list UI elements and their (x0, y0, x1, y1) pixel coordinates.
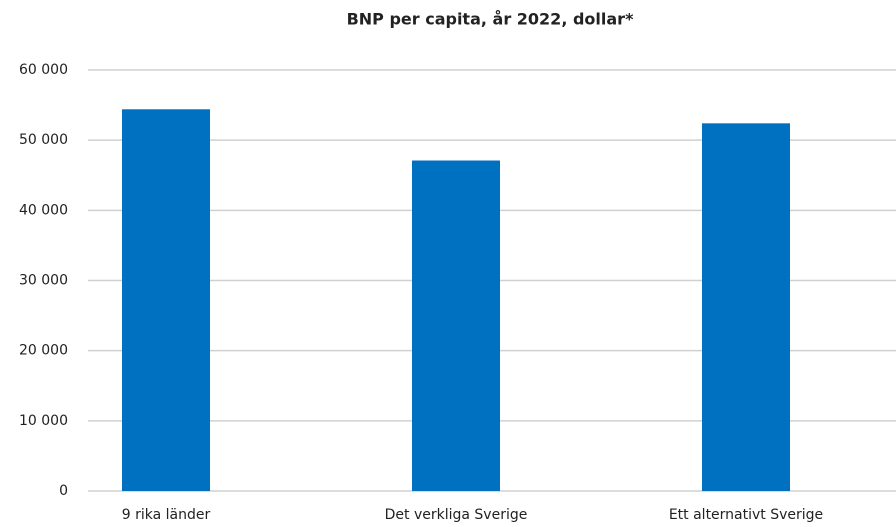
chart-title: BNP per capita, år 2022, dollar* (347, 10, 635, 29)
bar (412, 160, 500, 491)
bar (122, 109, 210, 491)
y-tick-label: 10 000 (19, 413, 68, 429)
x-tick-label: Ett alternativt Sverige (669, 507, 823, 523)
y-tick-label: 50 000 (19, 132, 68, 148)
y-tick-label: 40 000 (19, 202, 68, 218)
y-tick-label: 30 000 (19, 273, 68, 289)
y-tick-label: 20 000 (19, 343, 68, 359)
bar (702, 123, 790, 492)
y-tick-label: 0 (59, 483, 68, 499)
y-tick-label: 60 000 (19, 62, 68, 78)
x-tick-label: Det verkliga Sverige (385, 507, 528, 523)
x-tick-label: 9 rika länder (122, 507, 211, 523)
